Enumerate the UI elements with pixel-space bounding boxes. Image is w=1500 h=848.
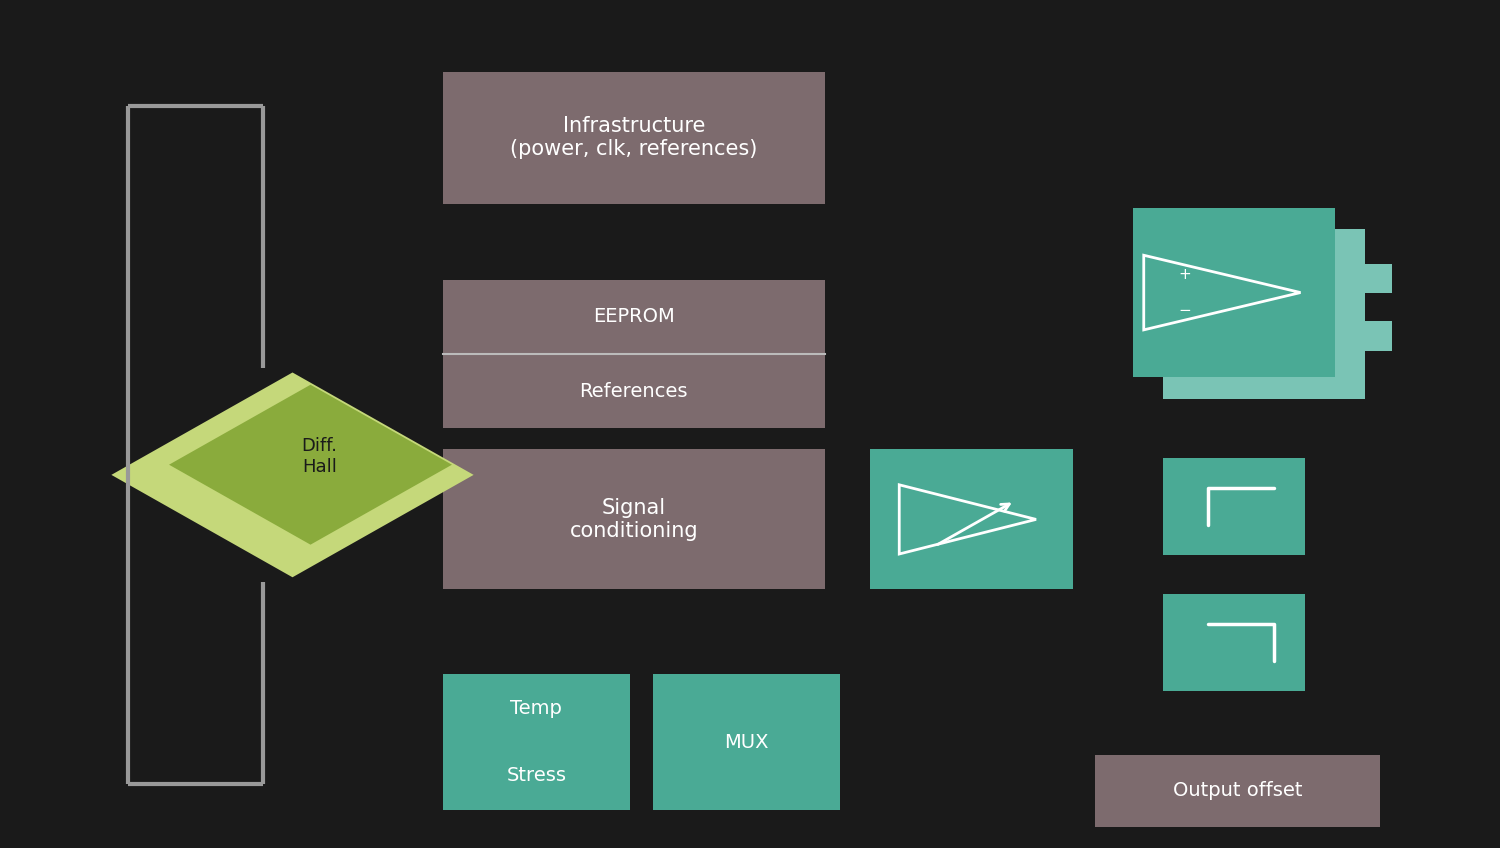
Text: −: − — [1179, 303, 1191, 318]
Text: Temp: Temp — [510, 699, 562, 717]
FancyBboxPatch shape — [442, 72, 825, 204]
FancyBboxPatch shape — [442, 449, 825, 589]
FancyBboxPatch shape — [1095, 755, 1380, 827]
Text: Signal
conditioning: Signal conditioning — [570, 498, 698, 541]
FancyBboxPatch shape — [1365, 321, 1392, 351]
Polygon shape — [170, 385, 452, 544]
Text: EEPROM: EEPROM — [592, 308, 675, 326]
FancyBboxPatch shape — [870, 449, 1072, 589]
Text: Stress: Stress — [506, 767, 567, 785]
Text: +: + — [1179, 267, 1191, 282]
FancyBboxPatch shape — [442, 742, 630, 810]
FancyBboxPatch shape — [442, 280, 825, 428]
FancyBboxPatch shape — [652, 674, 840, 810]
Text: MUX: MUX — [724, 733, 768, 751]
Text: Output offset: Output offset — [1173, 781, 1302, 801]
FancyBboxPatch shape — [1132, 208, 1335, 377]
FancyBboxPatch shape — [1162, 229, 1365, 399]
Text: References: References — [579, 382, 688, 400]
FancyBboxPatch shape — [1162, 458, 1305, 555]
Text: Infrastructure
(power, clk, references): Infrastructure (power, clk, references) — [510, 116, 758, 159]
Text: Diff.
Hall: Diff. Hall — [302, 437, 338, 476]
FancyBboxPatch shape — [1162, 594, 1305, 691]
Polygon shape — [111, 372, 474, 577]
FancyBboxPatch shape — [1365, 264, 1392, 293]
FancyBboxPatch shape — [442, 674, 630, 742]
